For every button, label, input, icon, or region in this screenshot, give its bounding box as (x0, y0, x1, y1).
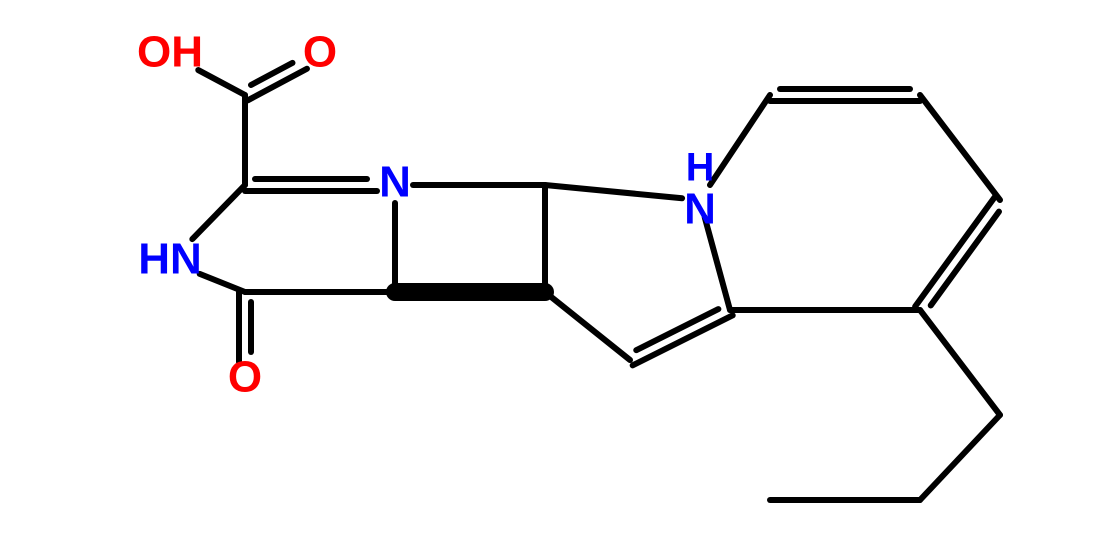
atom-label-N: N (684, 185, 716, 234)
bond-single (710, 95, 770, 185)
atom-label-O: O (228, 353, 262, 402)
molecule-diagram: OHONHNOHN (0, 0, 1117, 536)
atom-label-H: H (686, 145, 715, 189)
atom-label-O: O (303, 28, 337, 77)
bond-double (915, 196, 995, 306)
bond-single (545, 292, 630, 360)
bond-single (198, 70, 245, 95)
bond-single (545, 185, 682, 198)
bond-single (920, 310, 1000, 415)
bond-double (931, 212, 999, 306)
atom-label-HN: HN (138, 235, 202, 284)
bond-single (920, 415, 1000, 500)
atom-label-OH: OH (137, 28, 203, 77)
atom-label-N: N (379, 158, 411, 207)
bond-double (633, 315, 733, 365)
bond-single (920, 95, 1000, 200)
bond-single (192, 185, 245, 239)
